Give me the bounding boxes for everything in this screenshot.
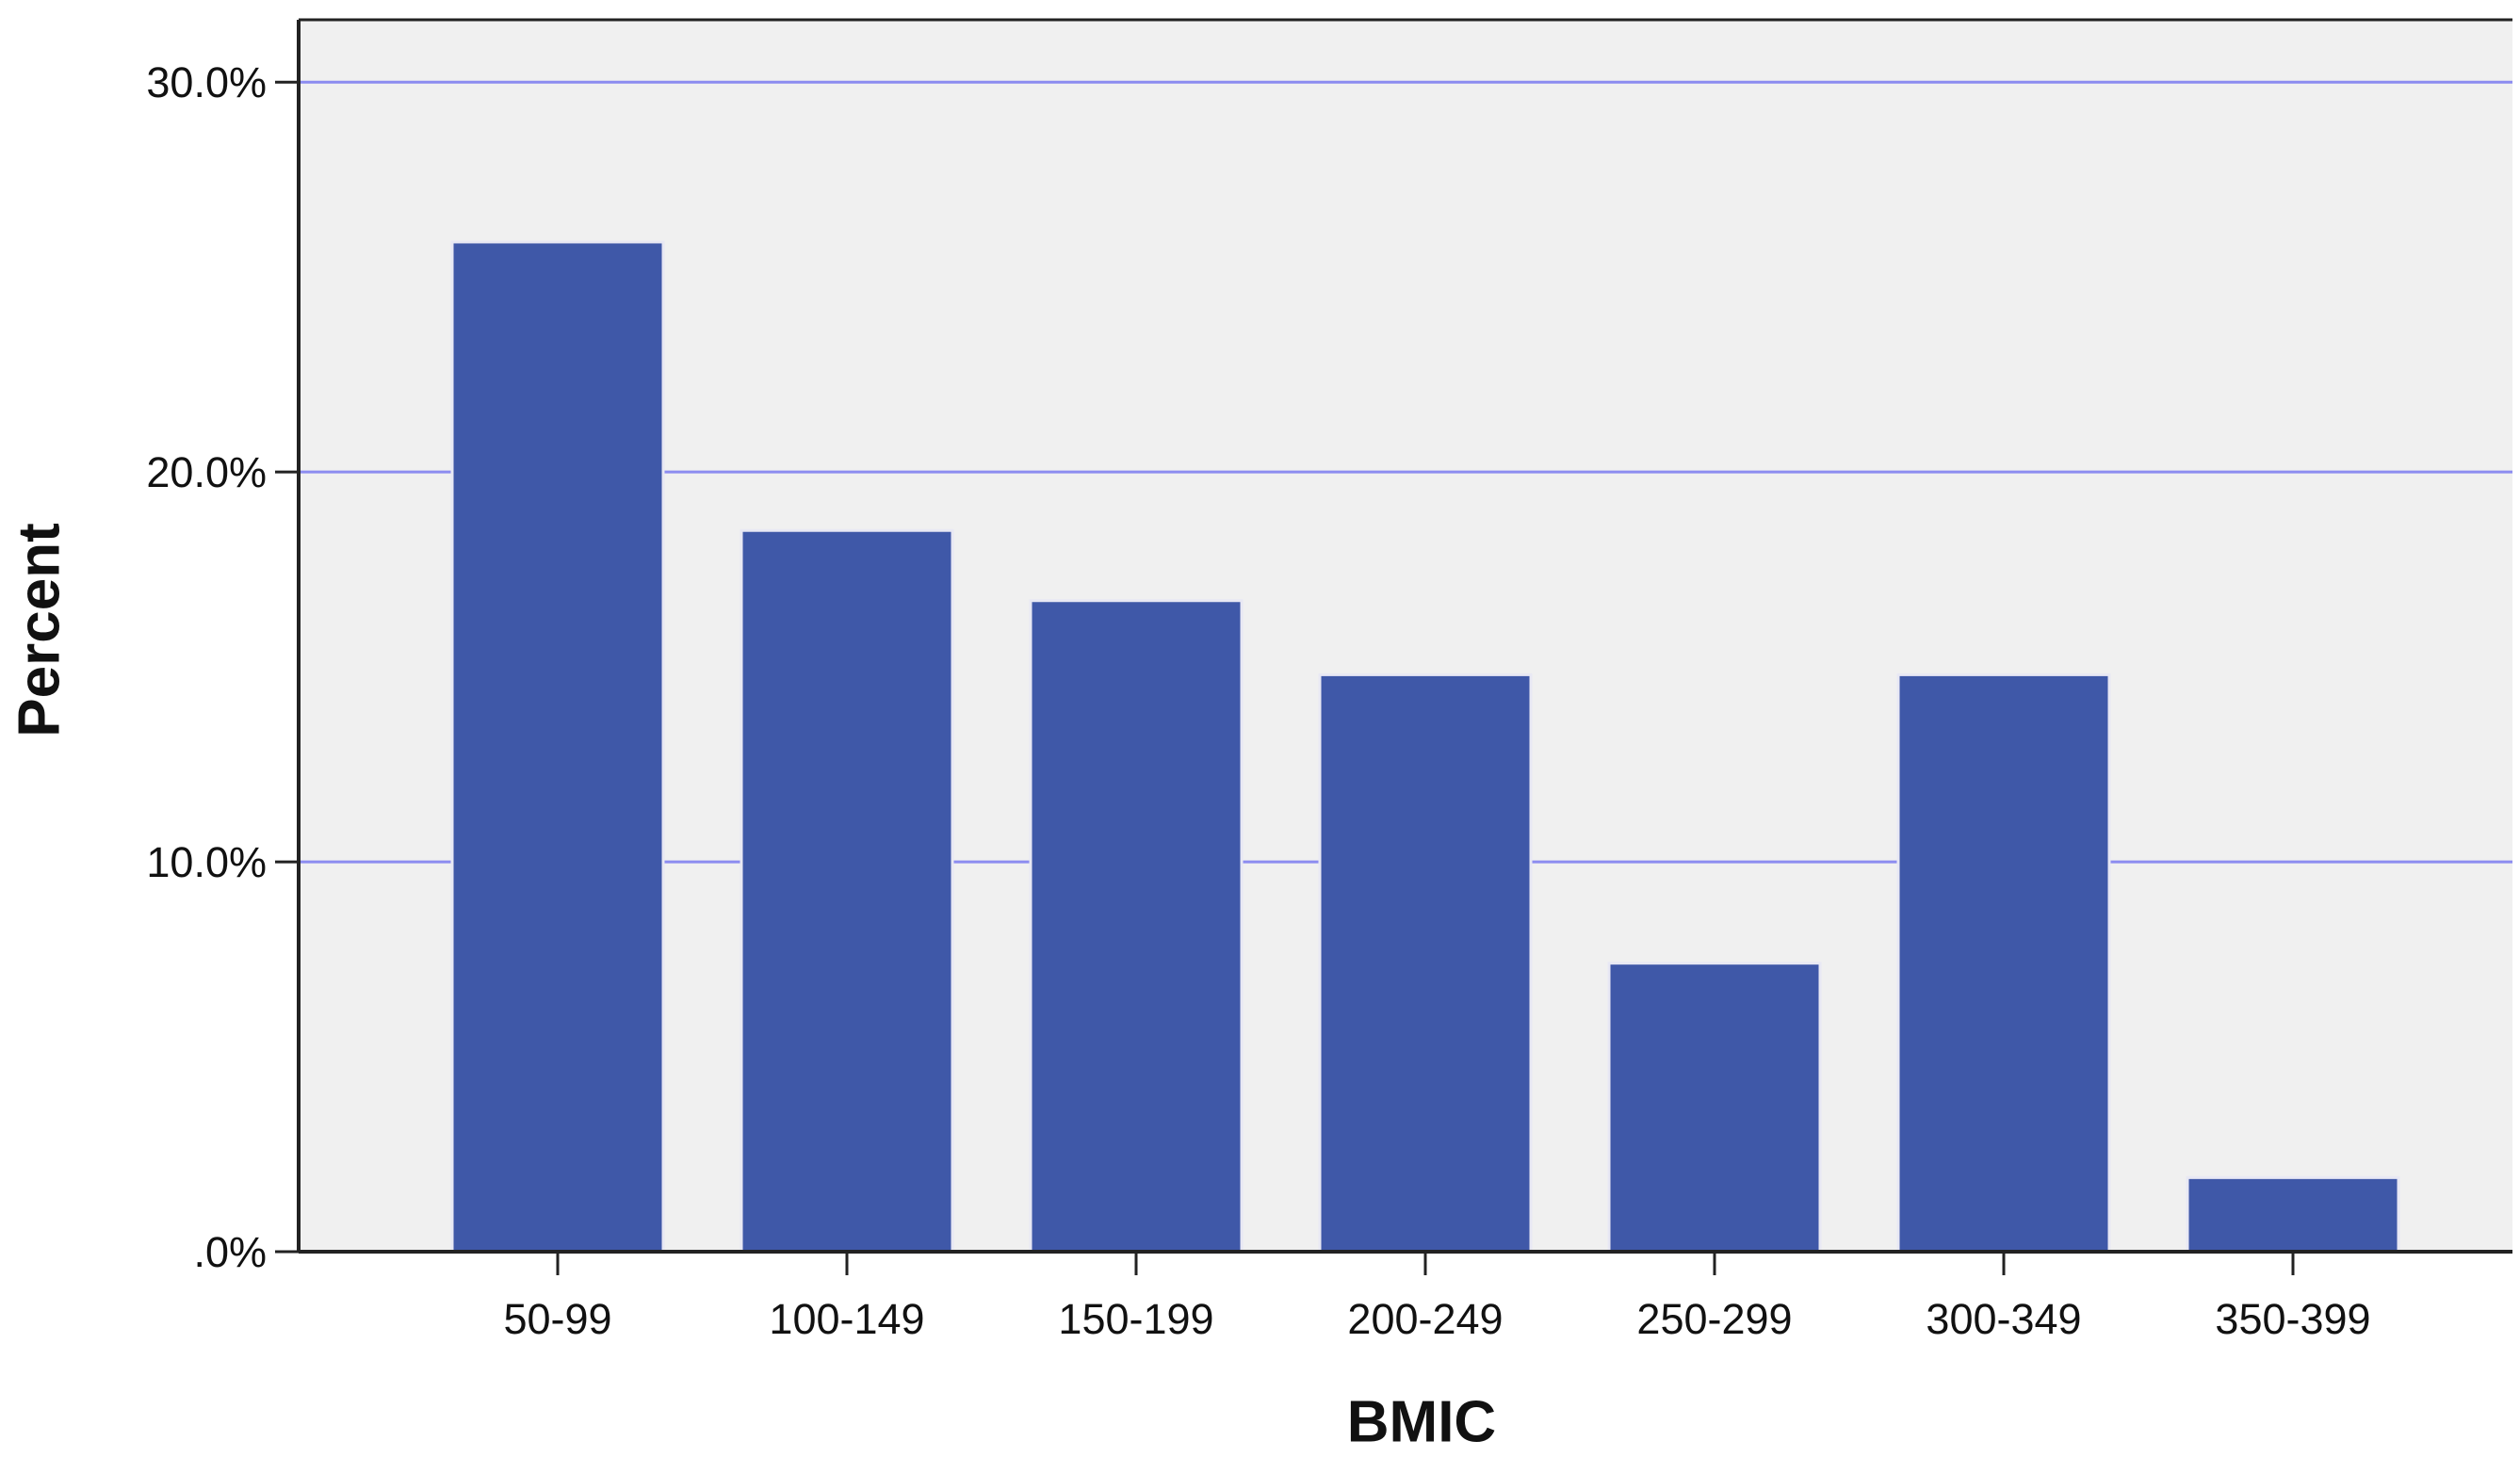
y-tick-label: .0% bbox=[193, 1228, 267, 1276]
y-tick-label: 30.0% bbox=[146, 58, 267, 106]
bar bbox=[2186, 1175, 2400, 1254]
x-tick-label: 50-99 bbox=[503, 1295, 611, 1343]
x-tick-label: 150-199 bbox=[1058, 1295, 1213, 1343]
x-tick-label: 350-399 bbox=[2215, 1295, 2370, 1343]
bar bbox=[1607, 962, 1822, 1254]
x-tick-label: 100-149 bbox=[769, 1295, 924, 1343]
x-axis-title: BMIC bbox=[1347, 1389, 1496, 1454]
x-tick-label: 250-299 bbox=[1636, 1295, 1792, 1343]
bar bbox=[1896, 672, 2111, 1254]
bar bbox=[740, 528, 954, 1254]
x-tick-label: 300-349 bbox=[1926, 1295, 2081, 1343]
bar bbox=[450, 240, 665, 1254]
bar bbox=[1029, 599, 1244, 1254]
bar bbox=[1318, 672, 1533, 1254]
x-tick-label: 200-249 bbox=[1347, 1295, 1503, 1343]
y-axis-title: Percent bbox=[7, 523, 72, 737]
y-tick-label: 10.0% bbox=[146, 838, 267, 886]
y-tick-label: 20.0% bbox=[146, 448, 267, 496]
